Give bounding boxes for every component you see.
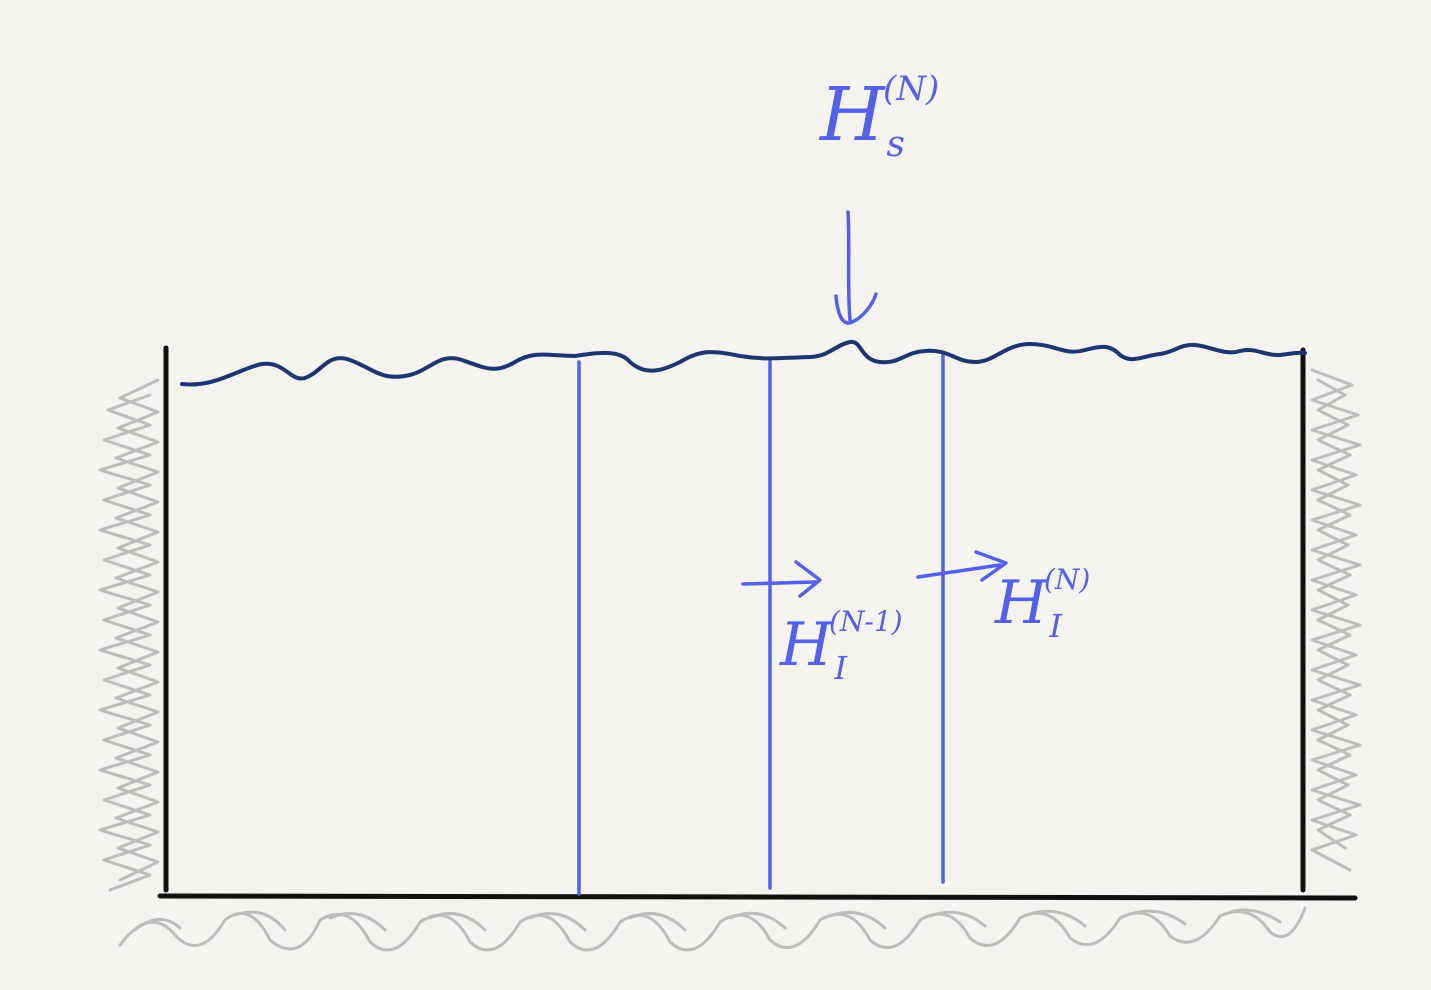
interface-flux-curr-label: HI (N) <box>995 563 1090 645</box>
surface-flux-symbol: H <box>820 72 885 158</box>
interface-flux-curr-superscript: (N) <box>1043 563 1091 596</box>
interface-flux-arrow-curr <box>916 550 1008 582</box>
surface-flux-subscript: s <box>886 124 906 165</box>
floor-line <box>157 893 1358 901</box>
surface-flux-superscript: (N) <box>883 69 940 109</box>
surface-flux-label: Hs (N) <box>820 69 940 165</box>
interface-flux-prev-superscript: (N-1) <box>828 605 903 638</box>
right-wall-hatching <box>1310 368 1362 872</box>
interface-flux-curr-subscript: I <box>1049 607 1062 645</box>
layer-interfaces <box>577 353 945 896</box>
left-wall-hatching <box>98 378 160 892</box>
ground-hatching <box>118 906 1307 952</box>
interface-flux-prev-symbol: H <box>780 610 833 680</box>
interface-flux-prev-label: HI (N-1) <box>780 605 903 687</box>
container-walls <box>157 345 1358 901</box>
interface-flux-curr-symbol: H <box>995 568 1048 638</box>
interface-flux-arrow-prev <box>741 560 822 598</box>
interface-flux-prev-subscript: I <box>834 649 847 687</box>
surface-flux-arrow <box>834 210 878 325</box>
free-surface <box>180 339 1307 387</box>
